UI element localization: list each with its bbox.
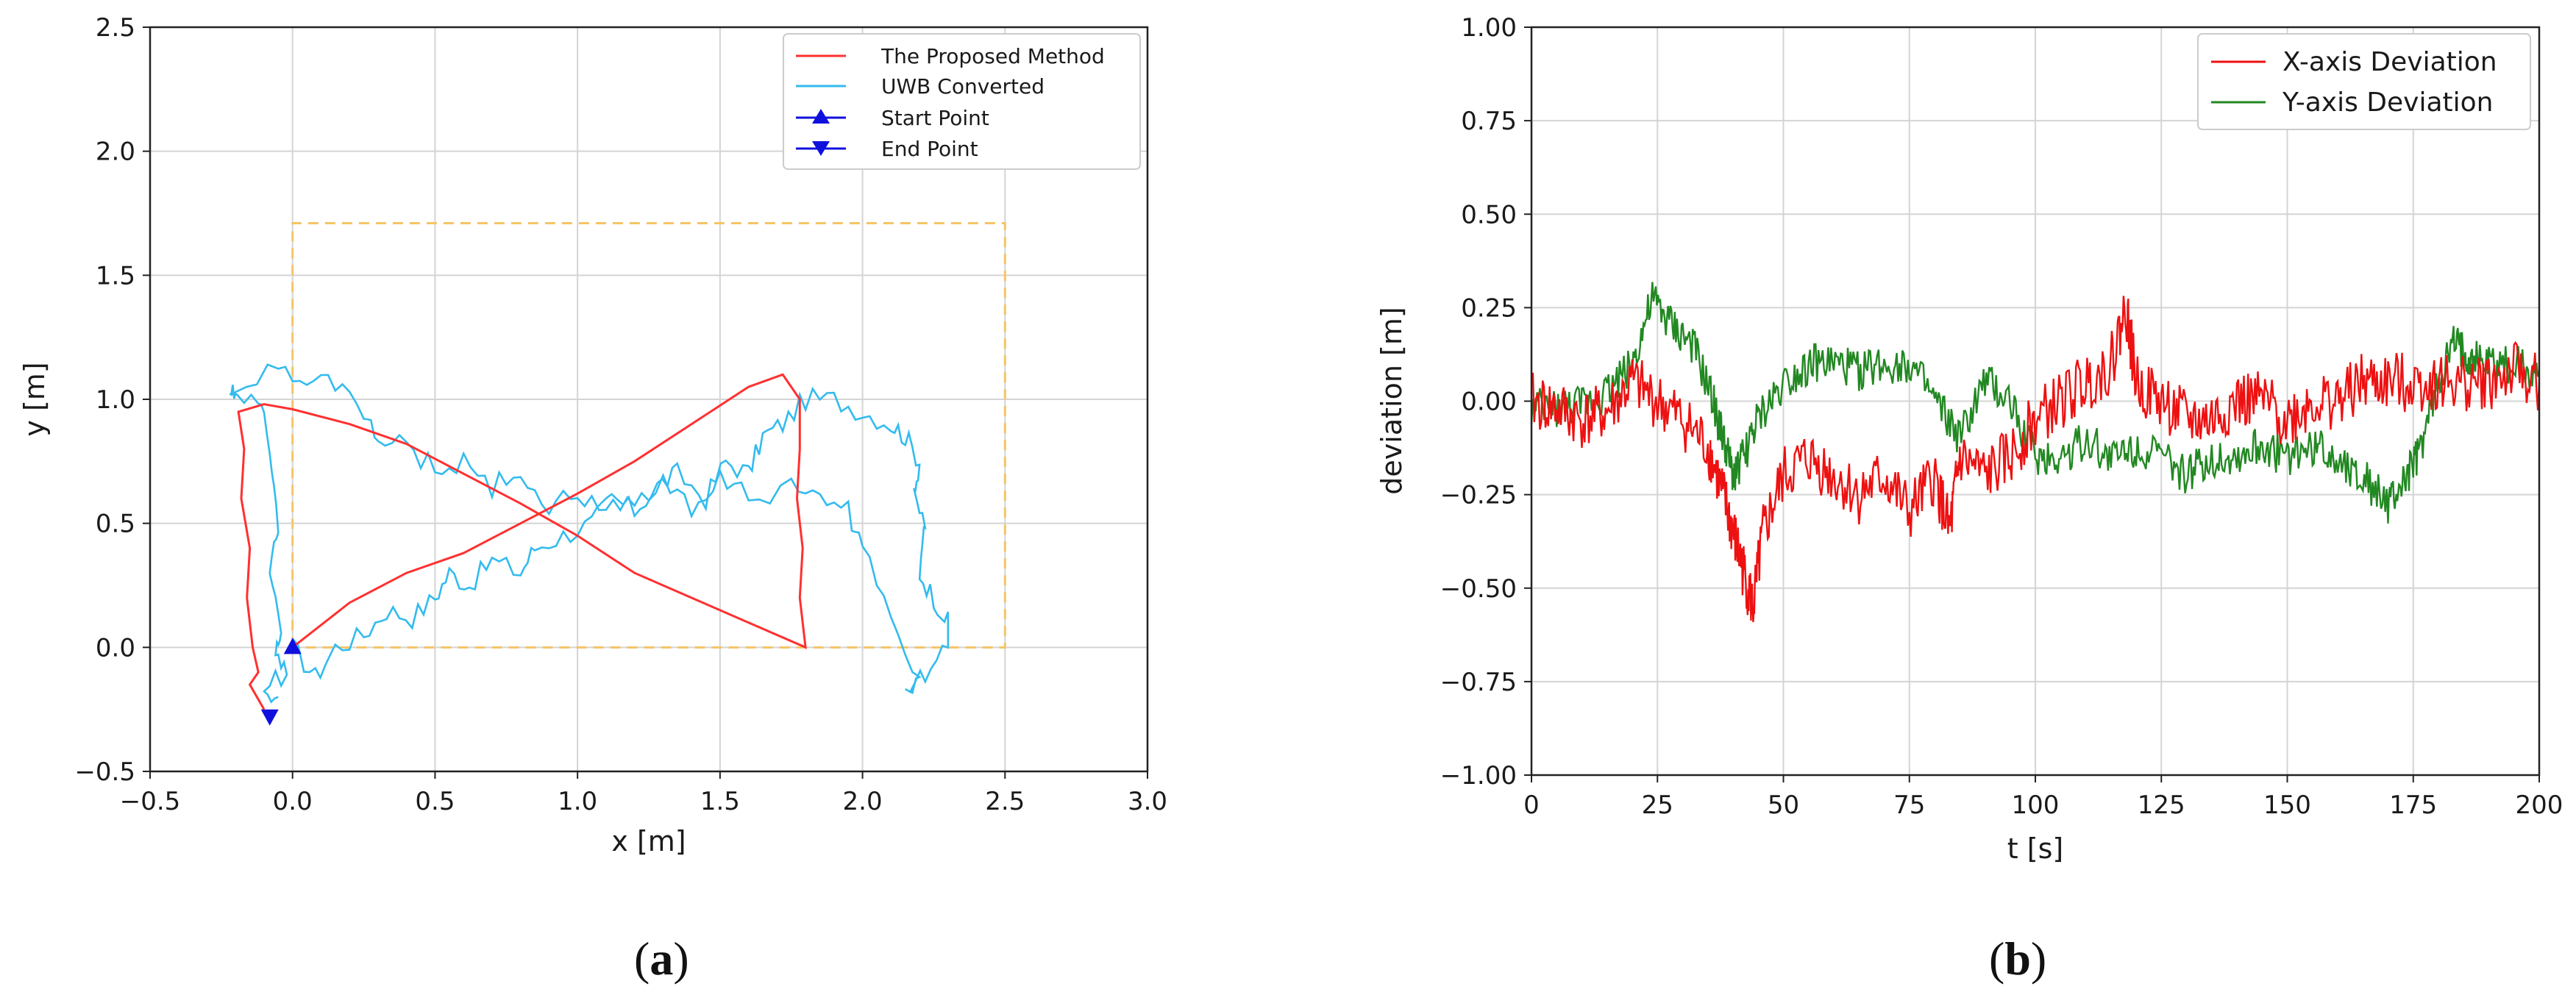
a-xtick-label: 1.0 (558, 787, 597, 816)
a-ytick-label: 2.0 (96, 138, 135, 167)
caption-a-letter: a (650, 932, 673, 985)
legend-b: X-axis Deviation Y-axis Deviation (2197, 33, 2531, 130)
legend-label-start: Start Point (881, 106, 989, 130)
b-ytick-label: 0.50 (1461, 200, 1517, 229)
proposed-method-line (237, 373, 807, 710)
b-xtick-label: 50 (1768, 791, 1799, 820)
a-xtick-label: 2.5 (985, 787, 1025, 816)
legend-label-uwb: UWB Converted (881, 74, 1045, 99)
b-ytick-label: −1.00 (1440, 761, 1517, 791)
a-ytick-label: 1.0 (96, 385, 135, 415)
b-xtick-label: 125 (2138, 791, 2185, 820)
a-xtick-label: 0.5 (415, 787, 455, 816)
legend-label-x-deviation: X-axis Deviation (2283, 47, 2497, 77)
a-ytick-label: −0.5 (74, 757, 135, 787)
caption-a: (a) (634, 932, 689, 985)
a-xtick-label: 3.0 (1128, 787, 1167, 816)
y-axis-label-b: deviation [m] (1376, 307, 1408, 494)
legend-label-y-deviation: Y-axis Deviation (2282, 88, 2493, 118)
a-xtick-label: 2.0 (843, 787, 883, 816)
deviation-plot: 0 25 50 75 100 125 150 175 200 −1.00 −0.75 −0.50 −0.… (1376, 13, 2563, 985)
a-ytick-label: 2.5 (96, 13, 135, 43)
a-ytick-label: 1.5 (96, 261, 135, 290)
a-xtick-label: −0.5 (120, 787, 181, 816)
legend-label-proposed: The Proposed Method (880, 44, 1105, 68)
b-xtick-label: 200 (2516, 791, 2563, 820)
legend-a: The Proposed Method UWB Converted Start … (783, 33, 1141, 170)
b-ytick-label: −0.50 (1440, 574, 1517, 604)
uwb-converted-line (229, 363, 950, 704)
b-ytick-label: 0.25 (1461, 293, 1517, 323)
a-xtick-label: 1.5 (700, 787, 740, 816)
ticks-a: −0.5 0.0 0.5 1.0 1.5 2.0 2.5 3.0 −0.5 0.0 0.5 1.0 1.… (74, 13, 1167, 816)
caption-b-letter: b (2004, 932, 2031, 985)
b-ytick-label: −0.25 (1440, 481, 1517, 510)
b-xtick-label: 100 (2012, 791, 2060, 820)
b-ytick-label: 0.75 (1461, 107, 1517, 136)
end-point-marker (260, 709, 279, 726)
b-xtick-label: 25 (1642, 791, 1673, 820)
caption-b: (b) (1989, 932, 2046, 985)
b-xtick-label: 150 (2263, 791, 2311, 820)
legend-end-marker (812, 141, 830, 156)
b-xtick-label: 75 (1893, 791, 1925, 820)
legend-box-b (2197, 33, 2531, 130)
a-ytick-label: 0.5 (96, 510, 135, 539)
trajectory-plot: −0.5 0.0 0.5 1.0 1.5 2.0 2.5 3.0 −0.5 0.0 0.5 1.0 1.… (18, 13, 1167, 985)
y-axis-label-a: y [m] (18, 362, 51, 436)
a-ytick-label: 0.0 (96, 633, 135, 663)
a-xtick-label: 0.0 (273, 787, 313, 816)
b-xtick-label: 0 (1523, 791, 1540, 820)
legend-label-end: End Point (881, 137, 978, 161)
b-ytick-label: 0.00 (1461, 388, 1517, 417)
legend-start-marker (812, 109, 830, 124)
x-axis-label-a: x [m] (611, 825, 686, 857)
x-axis-label-b: t [s] (2007, 832, 2063, 865)
b-ytick-label: 1.00 (1461, 13, 1517, 43)
x-deviation-line (1530, 296, 2541, 622)
legend-box-a (783, 33, 1141, 170)
b-ytick-label: −0.75 (1440, 668, 1517, 697)
ticks-b: 0 25 50 75 100 125 150 175 200 −1.00 −0.75 −0.50 −0.… (1440, 13, 2563, 820)
b-xtick-label: 175 (2389, 791, 2437, 820)
reference-path (291, 221, 1006, 649)
start-point-marker (283, 638, 302, 654)
